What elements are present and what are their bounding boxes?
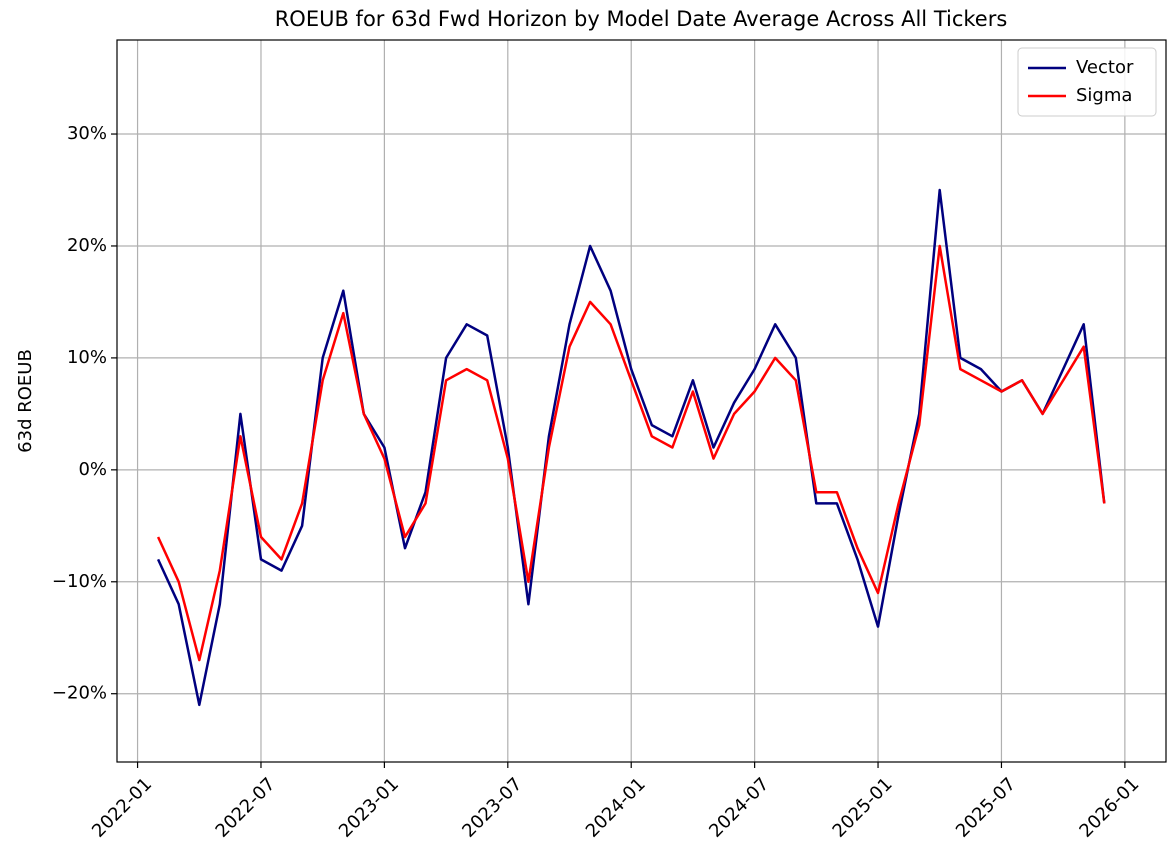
y-tick-label: 10% <box>67 347 107 368</box>
axes-frame <box>116 39 1167 763</box>
x-tick-label: 2025-07 <box>952 774 1020 842</box>
y-tick-label: 0% <box>78 459 107 480</box>
x-tick-label: 2023-07 <box>458 774 526 842</box>
legend-box <box>1017 47 1157 117</box>
y-tick-label: −20% <box>52 683 107 704</box>
x-tick-label: 2023-01 <box>335 774 403 842</box>
x-tick-label: 2025-01 <box>829 774 897 842</box>
x-tick-label: 2022-01 <box>88 774 156 842</box>
y-tick-label: 20% <box>67 235 107 256</box>
x-tick-label: 2022-07 <box>212 774 280 842</box>
legend-label: Vector <box>1076 57 1134 78</box>
y-tick-label: 30% <box>67 123 107 144</box>
x-tick-label: 2024-07 <box>705 774 773 842</box>
y-axis-label: 63d ROEUB <box>15 349 36 453</box>
chart-title: ROEUB for 63d Fwd Horizon by Model Date … <box>275 7 1008 31</box>
legend-label: Sigma <box>1076 85 1132 106</box>
y-tick-label: −10% <box>52 571 107 592</box>
legend: Vector Sigma <box>1017 47 1157 117</box>
x-tick-label: 2024-01 <box>582 774 650 842</box>
line-series <box>156 244 1106 662</box>
x-tick-label: 2026-01 <box>1075 774 1143 842</box>
